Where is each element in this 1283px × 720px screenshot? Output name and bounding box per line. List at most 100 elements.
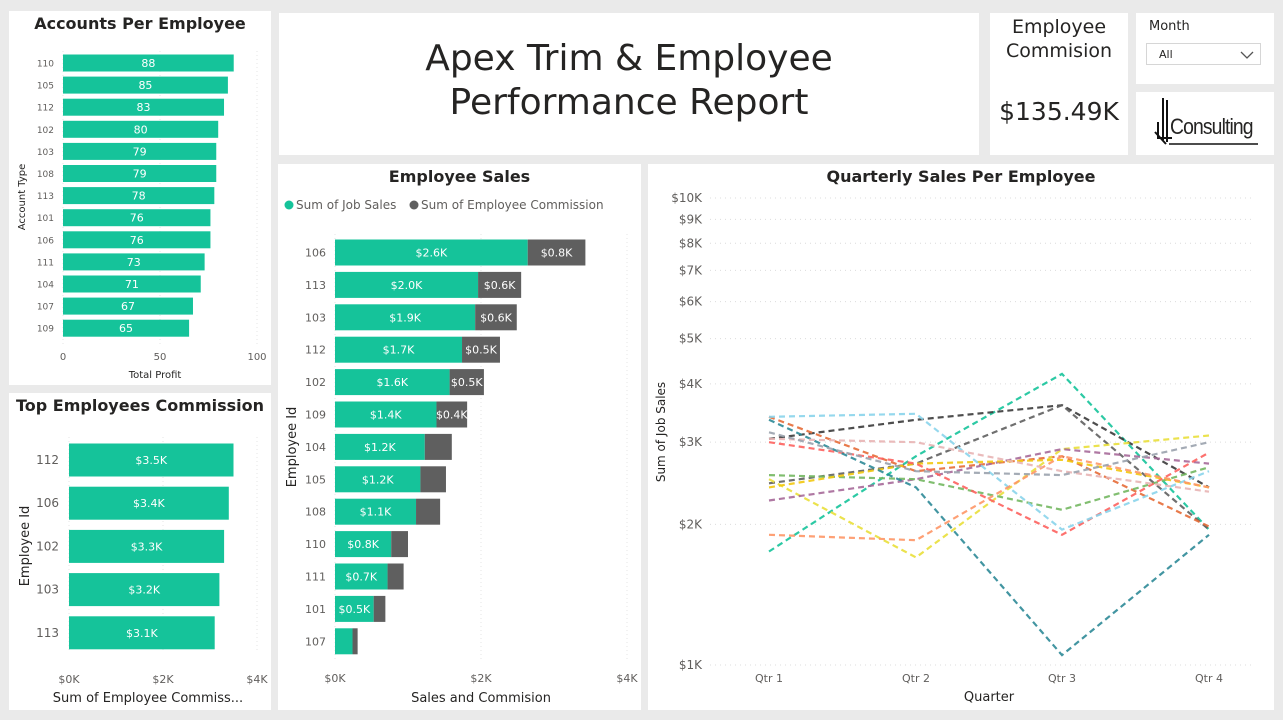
x-axis-title: Total Profit [128,370,182,381]
x-tick-label: $0K [58,673,80,686]
y-tick-label: $9K [679,212,703,226]
bar [63,187,215,205]
kpi-label: Employee Commision [990,15,1128,63]
month-dropdown-value: All [1159,48,1173,61]
bar [69,573,220,607]
data-label-job-sales: $0.8K [347,538,379,551]
data-label-job-sales: $1.2K [364,441,396,454]
logo-text: Consulting [1170,114,1254,139]
kpi-card: Employee Commision $135.49K [990,13,1128,155]
accounts-chart[interactable]: 0 50 100 110 88 105 85 112 83 102 80 103 79 108 79 113 7… [9,11,271,385]
y-tick-label: $6K [679,295,703,309]
bar-commission [462,336,500,363]
bar-commission [352,628,358,655]
bar [63,165,217,182]
employee-sales-chart-title: Employee Sales [388,167,531,186]
logo-card: Consulting [1136,92,1274,155]
legend-label-job-sales: Sum of Job Sales [296,198,396,212]
data-label: $3.4K [133,497,165,510]
y-axis-title: Sum of Job Sales [654,382,668,482]
y-tick-label: 108 [305,506,326,519]
bar-job-sales [335,369,450,396]
employee-sales-chart[interactable]: Sum of Job Sales Sum of Employee Commissi… [278,164,641,710]
accounts-per-employee-card: Accounts Per Employee 0 50 100 110 88 105 85 11… [9,11,271,385]
bar [69,486,229,520]
data-label: 79 [133,168,147,181]
data-label: 71 [125,278,139,291]
series-line [768,404,1210,489]
quarterly-sales-chart[interactable]: $1K $2K $3K $4K $5K $6K $7K $8K $9K $10K Qtr 1 Qtr … [648,164,1274,710]
data-label-commission: $0.4K [436,409,468,422]
data-label-commission: $0.6K [480,311,512,324]
bar-commission [373,595,386,622]
data-label: 85 [138,79,152,92]
bar [63,209,211,227]
x-tick-label: $2K [470,672,492,685]
y-tick-label: $10K [671,191,703,205]
bar [69,443,234,477]
data-label: 80 [134,123,148,136]
bar [69,616,215,650]
data-label-job-sales: $0.7K [345,571,377,584]
month-slicer-card: Month All [1136,13,1274,84]
y-tick-label: 108 [37,170,54,180]
y-tick-label: $3K [679,435,703,449]
x-tick-label: $4K [616,672,638,685]
bar [63,142,217,160]
data-label-job-sales: $1.1K [360,506,392,519]
x-tick-label: $0K [324,672,346,685]
bar-job-sales [335,401,437,428]
data-label: $3.1K [126,627,158,640]
accounts-chart-title: Accounts Per Employee [34,14,246,33]
y-tick-label: $7K [679,263,703,277]
y-tick-label: 111 [37,258,54,268]
bar [63,319,190,337]
data-label-commission: $0.5K [451,376,483,389]
bar-commission [391,531,408,558]
bar-commission [475,304,517,331]
data-label-job-sales: $1.4K [370,409,402,422]
bar-commission [449,369,484,396]
y-tick-label: 102 [36,539,59,553]
data-label-job-sales: $0.5K [338,603,370,616]
bar-commission [424,433,452,460]
x-tick-label: $2K [152,673,174,686]
bar [63,275,201,293]
chevron-down-icon [1240,51,1254,59]
quarterly-sales-card: Quarterly Sales Per Employee $1K $2K $3K $4… [648,164,1274,710]
bar [63,231,211,249]
series-line [768,466,1210,511]
y-tick-label: 113 [36,626,59,640]
data-label: 67 [121,300,135,313]
y-tick-label: 109 [37,325,54,335]
consulting-logo [1154,98,1258,145]
report-title-line1: Apex Trim & Employee [425,38,833,79]
bar-job-sales [335,239,528,266]
y-tick-label: 105 [305,473,326,486]
kpi-label-line1: Employee [1011,16,1107,38]
bar-job-sales [335,304,476,331]
y-tick-label: 112 [37,104,54,114]
bar-job-sales [335,531,392,558]
data-label-job-sales: $1.9K [389,311,421,324]
y-tick-label: 103 [305,311,326,324]
bar-job-sales [335,498,417,525]
data-label-job-sales: $1.7K [383,344,415,357]
y-tick-label: 104 [37,281,54,291]
report-title-line2: Performance Report [449,82,809,123]
bar-job-sales [335,563,388,590]
kpi-value: $135.49K [999,97,1119,126]
data-label-job-sales: $2.0K [391,279,423,292]
x-tick-label: 50 [154,352,167,363]
data-label-job-sales: $2.6K [416,247,448,260]
top-commission-chart[interactable]: $0K $2K $4K 112 $3.5K 106 $3.4K 102 $3.3K 103 $3.2… [9,393,271,710]
y-axis-title: Employee Id [18,506,33,587]
y-axis-title: Account Type [17,164,28,231]
x-axis-title: Quarter [964,690,1015,705]
y-tick-label: 104 [305,441,326,454]
legend-marker-commission [409,200,419,210]
y-tick-label: $5K [679,332,703,346]
y-tick-label: 107 [37,303,54,313]
month-dropdown[interactable]: All [1146,43,1261,65]
series-line [768,437,1210,493]
